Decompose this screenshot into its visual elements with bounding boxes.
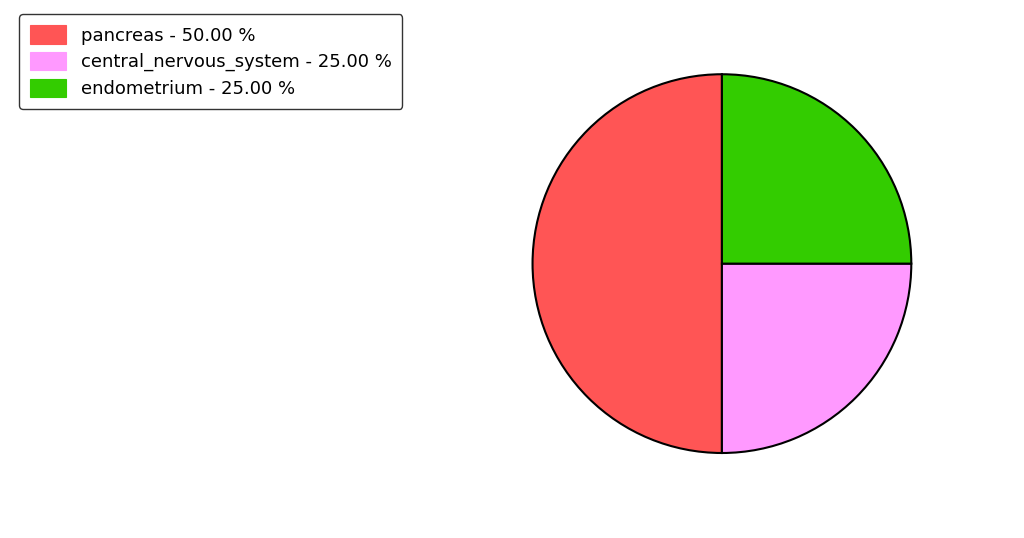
Legend: pancreas - 50.00 %, central_nervous_system - 25.00 %, endometrium - 25.00 %: pancreas - 50.00 %, central_nervous_syst… <box>19 15 402 109</box>
Wedge shape <box>532 74 722 453</box>
Wedge shape <box>722 264 911 453</box>
Wedge shape <box>722 74 911 264</box>
